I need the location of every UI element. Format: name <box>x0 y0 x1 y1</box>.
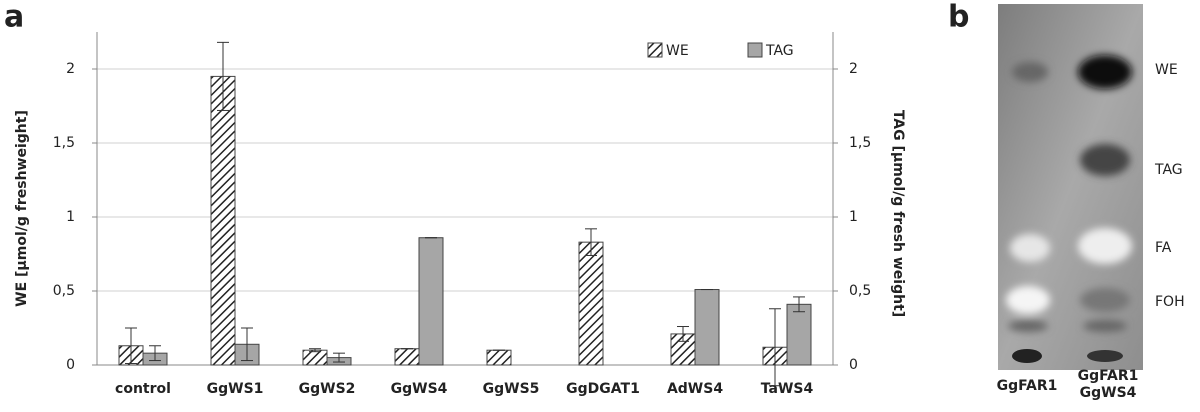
error-bar <box>333 352 345 363</box>
error-bar <box>125 327 137 365</box>
error-bar <box>793 296 805 313</box>
spot-label: FA <box>1155 240 1172 256</box>
bar <box>394 348 420 366</box>
y-tick-label: 0 <box>66 357 75 373</box>
lane-label: GgFAR1 <box>997 378 1058 394</box>
bar <box>786 303 812 366</box>
x-tick-label: AdWS4 <box>667 381 723 397</box>
y2-axis-label: TAG [µmol/g fresh weight] <box>890 110 906 317</box>
legend-swatch <box>647 42 663 58</box>
y-axis-label: WE [µmol/g freshweight] <box>14 110 30 307</box>
y2-tick-label: 1 <box>849 209 858 225</box>
x-tick-label: TaWS4 <box>761 381 814 397</box>
error-bar <box>677 326 689 342</box>
tlc-plate <box>998 4 1143 370</box>
legend-label: WE <box>666 43 689 59</box>
x-tick-label: GgWS4 <box>391 381 448 397</box>
x-tick-label: GgDGAT1 <box>566 381 640 397</box>
legend-label: TAG <box>765 43 794 59</box>
y-tick-label: 1,5 <box>53 135 75 151</box>
x-tick-label: control <box>115 381 171 397</box>
error-bar <box>149 345 161 362</box>
spot-label: WE <box>1155 62 1178 78</box>
panel-label: a <box>4 0 24 35</box>
error-bar <box>309 348 321 353</box>
error-bar <box>585 228 597 256</box>
panel-label: b <box>948 0 969 35</box>
error-bar <box>769 308 781 387</box>
y2-tick-label: 1,5 <box>849 135 871 151</box>
bar <box>210 75 236 366</box>
x-tick-label: GgWS2 <box>299 381 356 397</box>
y-tick-label: 1 <box>66 209 75 225</box>
y-tick-label: 0,5 <box>53 283 75 299</box>
bar <box>418 237 444 366</box>
legend-swatch <box>747 42 763 58</box>
x-tick-label: GgWS5 <box>483 381 540 397</box>
spot-label: TAG <box>1154 162 1183 178</box>
y-tick-label: 2 <box>66 61 75 77</box>
error-bar <box>241 327 253 362</box>
x-tick-label: GgWS1 <box>207 381 264 397</box>
bar <box>578 241 604 366</box>
bar <box>302 349 328 366</box>
y2-tick-label: 2 <box>849 61 858 77</box>
error-bar <box>217 41 229 111</box>
bar <box>694 289 720 366</box>
y2-tick-label: 0,5 <box>849 283 871 299</box>
spot-label: FOH <box>1155 294 1185 310</box>
bar <box>486 349 512 366</box>
y2-tick-label: 0 <box>849 357 858 373</box>
lane-label: GgFAR1 GgWS4 <box>1078 368 1139 401</box>
